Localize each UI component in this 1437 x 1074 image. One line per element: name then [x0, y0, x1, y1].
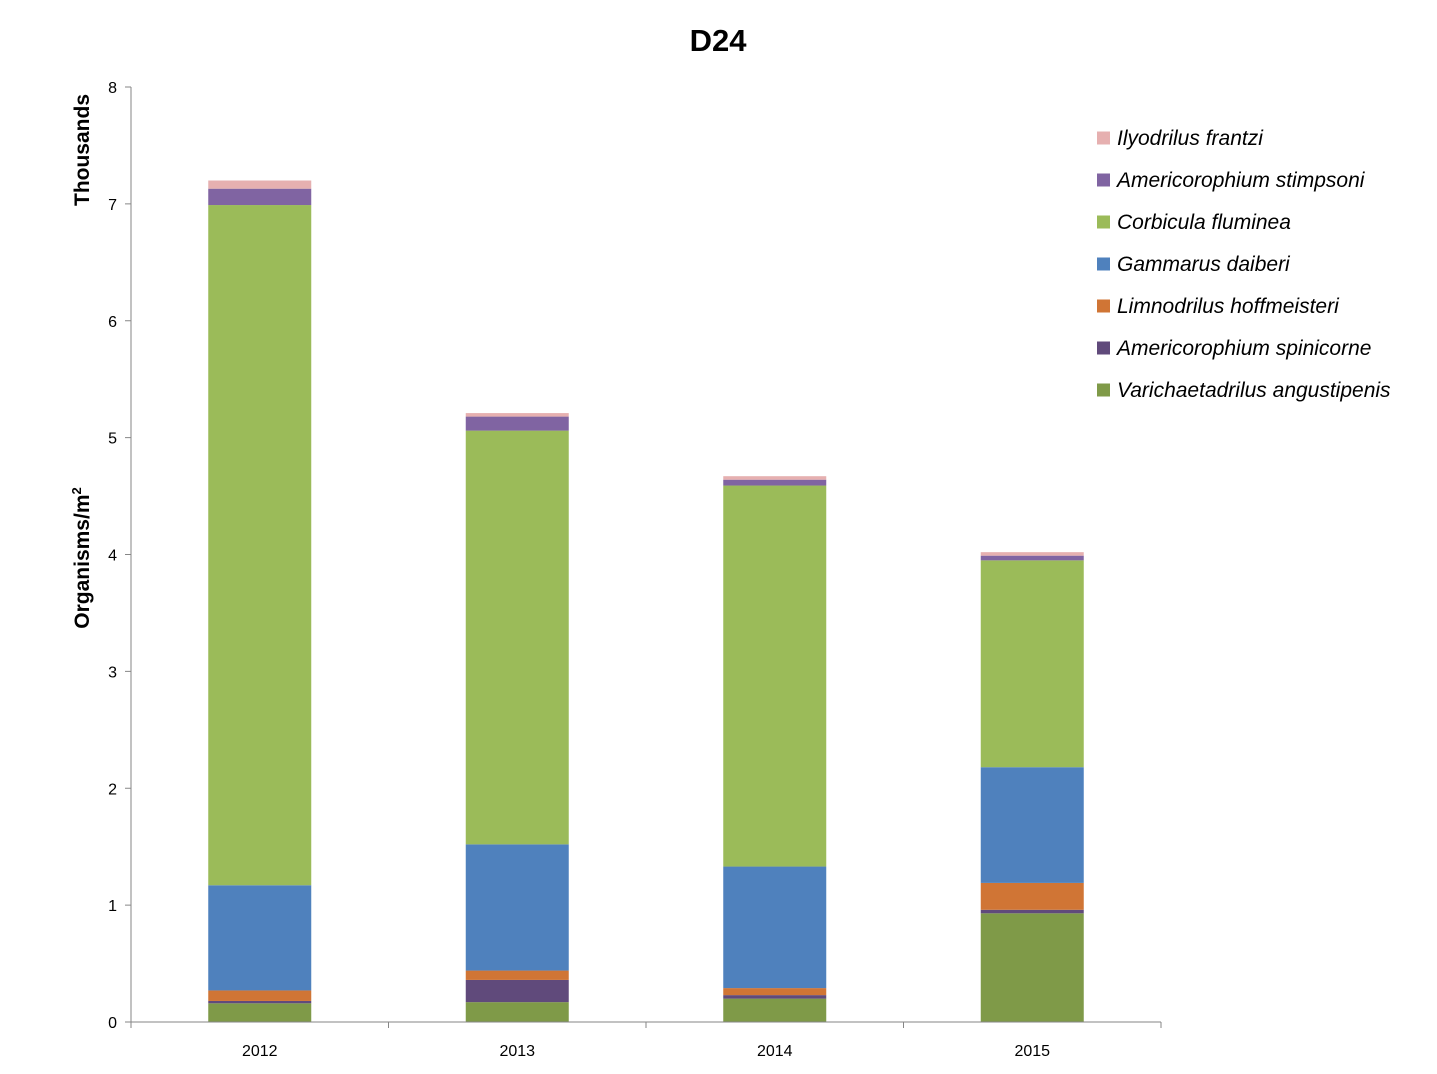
legend-label: Varichaetadrilus angustipenis	[1117, 379, 1391, 402]
legend-label: Americorophium stimpsoni	[1115, 169, 1366, 192]
bar-segment	[208, 1000, 312, 1004]
legend-swatch	[1097, 131, 1110, 145]
bar-segment	[465, 844, 569, 971]
bar-segment	[465, 970, 569, 980]
bar-segment	[723, 998, 827, 1022]
y-tick-label: 6	[108, 314, 117, 331]
legend-label: Americorophium spinicorne	[1115, 337, 1371, 360]
bar-segment	[723, 866, 827, 989]
y-axis-title-superscript: 2	[69, 487, 84, 494]
bar-segment	[208, 205, 312, 886]
bar-segment	[980, 555, 1084, 561]
y-tick-label: 5	[108, 431, 117, 448]
y-axis-units-label: Thousands	[71, 94, 94, 206]
y-tick-label: 0	[108, 1015, 117, 1032]
legend-label: Corbicula fluminea	[1117, 211, 1291, 234]
y-tick-label: 1	[108, 898, 117, 915]
bar-segment	[465, 979, 569, 1003]
legend-label: Limnodrilus hoffmeisteri	[1117, 295, 1340, 318]
bar-segment	[980, 560, 1084, 768]
y-tick-label: 4	[108, 548, 117, 565]
legend-swatch	[1097, 173, 1110, 187]
bar-segment	[465, 416, 569, 431]
chart-title: D24	[690, 23, 748, 58]
legend-item: Limnodrilus hoffmeisteri	[1097, 295, 1340, 318]
legend-swatch	[1097, 299, 1110, 313]
y-axis-title: Organisms/m2	[69, 487, 94, 628]
bar-segment	[465, 430, 569, 845]
y-tick-label: 2	[108, 781, 117, 798]
bar-segment	[723, 995, 827, 999]
bar-segment	[980, 552, 1084, 556]
x-tick-label: 2012	[242, 1043, 278, 1060]
legend-item: Americorophium stimpsoni	[1097, 169, 1366, 192]
bar-segment	[208, 188, 312, 206]
bar-segment	[465, 413, 569, 417]
bar-segment	[980, 767, 1084, 883]
bar-segment	[723, 988, 827, 996]
legend-item: Ilyodrilus frantzi	[1097, 127, 1264, 150]
legend-swatch	[1097, 215, 1110, 229]
bar-segment	[723, 479, 827, 486]
bars-layer	[208, 180, 1084, 1022]
y-tick-label: 7	[108, 197, 117, 214]
bar-segment	[208, 885, 312, 991]
legend-item: Gammarus daiberi	[1097, 253, 1291, 276]
legend-label: Gammarus daiberi	[1117, 253, 1291, 276]
bar-segment	[980, 882, 1084, 910]
x-tick-label: 2013	[499, 1043, 535, 1060]
bar-segment	[208, 1003, 312, 1022]
bar-segment	[723, 485, 827, 867]
legend-swatch	[1097, 383, 1110, 397]
bar-segment	[980, 909, 1084, 914]
x-tick-label: 2014	[757, 1043, 793, 1060]
bar-segment	[208, 180, 312, 189]
x-tick-label: 2015	[1014, 1043, 1050, 1060]
legend-item: Americorophium spinicorne	[1097, 337, 1371, 360]
y-tick-label: 8	[108, 80, 117, 97]
legend: Ilyodrilus frantzi Americorophium stimpso…	[1097, 127, 1391, 402]
legend-item: Corbicula fluminea	[1097, 211, 1291, 234]
axes-layer: 0 1 2 3 4 5 6 7 8 2012 2013 2014 2015	[108, 80, 1162, 1060]
y-tick-label: 3	[108, 664, 117, 681]
bar-segment	[723, 476, 827, 480]
legend-swatch	[1097, 341, 1110, 355]
y-axis-title-main: Organisms/m	[71, 495, 94, 629]
bar-segment	[465, 1002, 569, 1022]
legend-label: Ilyodrilus frantzi	[1117, 127, 1264, 150]
bar-segment	[980, 913, 1084, 1022]
legend-item: Varichaetadrilus angustipenis	[1097, 379, 1391, 402]
bar-segment	[208, 990, 312, 1001]
legend-swatch	[1097, 257, 1110, 271]
